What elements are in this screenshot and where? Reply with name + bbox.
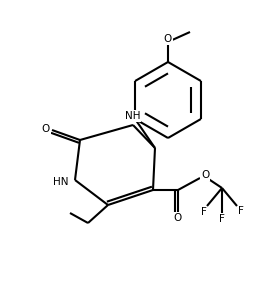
Text: F: F [238,206,244,216]
Text: O: O [164,34,172,44]
Text: HN: HN [53,177,69,187]
Text: O: O [174,213,182,223]
Text: NH: NH [125,111,141,121]
Text: O: O [42,124,50,134]
Text: F: F [219,214,225,224]
Text: F: F [201,207,207,217]
Text: O: O [201,170,209,180]
